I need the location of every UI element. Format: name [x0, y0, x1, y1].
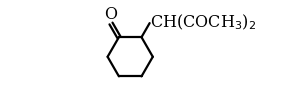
Text: O: O: [104, 6, 117, 23]
Text: CH(COCH$_3$)$_2$: CH(COCH$_3$)$_2$: [150, 13, 256, 32]
